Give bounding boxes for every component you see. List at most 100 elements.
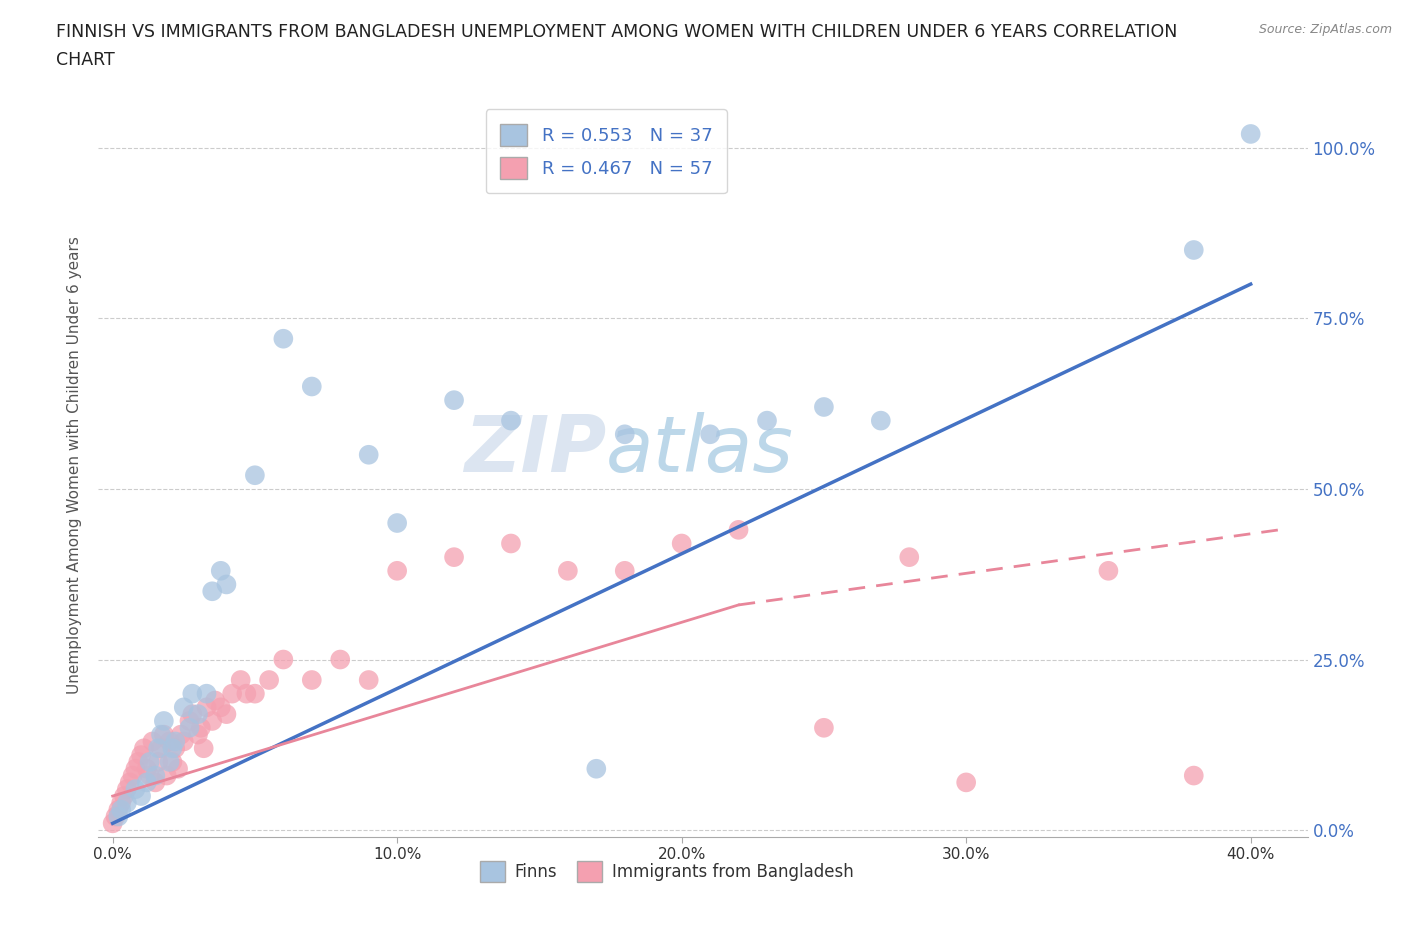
Point <box>243 468 266 483</box>
Point <box>204 693 226 708</box>
Point <box>209 700 232 715</box>
Point <box>107 809 129 824</box>
Point <box>173 700 195 715</box>
Point <box>135 775 157 790</box>
Point <box>443 392 465 407</box>
Point <box>110 795 132 810</box>
Point <box>273 652 295 667</box>
Point <box>1182 768 1205 783</box>
Point <box>195 686 218 701</box>
Text: ZIP: ZIP <box>464 412 606 488</box>
Point <box>195 700 218 715</box>
Text: FINNISH VS IMMIGRANTS FROM BANGLADESH UNEMPLOYMENT AMONG WOMEN WITH CHILDREN UND: FINNISH VS IMMIGRANTS FROM BANGLADESH UN… <box>56 23 1178 41</box>
Point <box>121 768 143 783</box>
Point <box>613 564 636 578</box>
Point <box>167 762 190 777</box>
Point <box>329 652 352 667</box>
Point <box>257 672 280 687</box>
Point <box>357 672 380 687</box>
Point <box>181 707 204 722</box>
Point <box>132 741 155 756</box>
Point <box>150 741 173 756</box>
Point <box>499 536 522 551</box>
Point <box>107 803 129 817</box>
Point <box>115 782 138 797</box>
Point <box>179 721 201 736</box>
Point <box>727 523 749 538</box>
Point <box>146 754 169 769</box>
Point <box>104 809 127 824</box>
Point <box>756 413 779 428</box>
Point <box>613 427 636 442</box>
Point <box>201 713 224 728</box>
Point <box>235 686 257 701</box>
Point <box>153 727 176 742</box>
Point <box>101 816 124 830</box>
Point <box>124 782 146 797</box>
Point <box>221 686 243 701</box>
Point <box>243 686 266 701</box>
Point <box>179 713 201 728</box>
Point <box>301 672 323 687</box>
Point <box>165 734 187 749</box>
Point <box>135 762 157 777</box>
Point <box>110 803 132 817</box>
Point <box>499 413 522 428</box>
Point <box>557 564 579 578</box>
Point <box>129 789 152 804</box>
Point <box>187 727 209 742</box>
Point <box>869 413 891 428</box>
Y-axis label: Unemployment Among Women with Children Under 6 years: Unemployment Among Women with Children U… <box>67 236 83 694</box>
Point <box>173 734 195 749</box>
Point <box>129 748 152 763</box>
Point <box>385 564 408 578</box>
Point <box>229 672 252 687</box>
Point <box>671 536 693 551</box>
Text: CHART: CHART <box>56 51 115 69</box>
Point <box>190 721 212 736</box>
Point <box>159 734 181 749</box>
Point <box>165 741 187 756</box>
Point <box>699 427 721 442</box>
Point <box>143 775 166 790</box>
Point <box>181 686 204 701</box>
Point <box>1182 243 1205 258</box>
Point <box>138 754 160 769</box>
Point <box>159 754 181 769</box>
Point <box>162 754 184 769</box>
Point <box>162 741 184 756</box>
Point <box>1097 564 1119 578</box>
Point <box>215 707 238 722</box>
Point <box>124 762 146 777</box>
Point <box>187 707 209 722</box>
Point <box>385 515 408 530</box>
Point <box>209 564 232 578</box>
Point <box>1240 126 1263 141</box>
Legend: Finns, Immigrants from Bangladesh: Finns, Immigrants from Bangladesh <box>472 855 860 888</box>
Point <box>193 741 215 756</box>
Text: Source: ZipAtlas.com: Source: ZipAtlas.com <box>1258 23 1392 36</box>
Point <box>585 762 607 777</box>
Point <box>215 577 238 591</box>
Point <box>357 447 380 462</box>
Point <box>127 754 149 769</box>
Point <box>153 713 176 728</box>
Point <box>443 550 465 565</box>
Point <box>201 584 224 599</box>
Point <box>156 768 179 783</box>
Point <box>143 768 166 783</box>
Point <box>112 789 135 804</box>
Point <box>141 734 163 749</box>
Point <box>138 768 160 783</box>
Point <box>301 379 323 394</box>
Point <box>813 721 835 736</box>
Text: atlas: atlas <box>606 412 794 488</box>
Point <box>115 795 138 810</box>
Point <box>813 400 835 415</box>
Point <box>118 775 141 790</box>
Point <box>898 550 921 565</box>
Point <box>170 727 193 742</box>
Point <box>955 775 977 790</box>
Point <box>146 741 169 756</box>
Point <box>150 727 173 742</box>
